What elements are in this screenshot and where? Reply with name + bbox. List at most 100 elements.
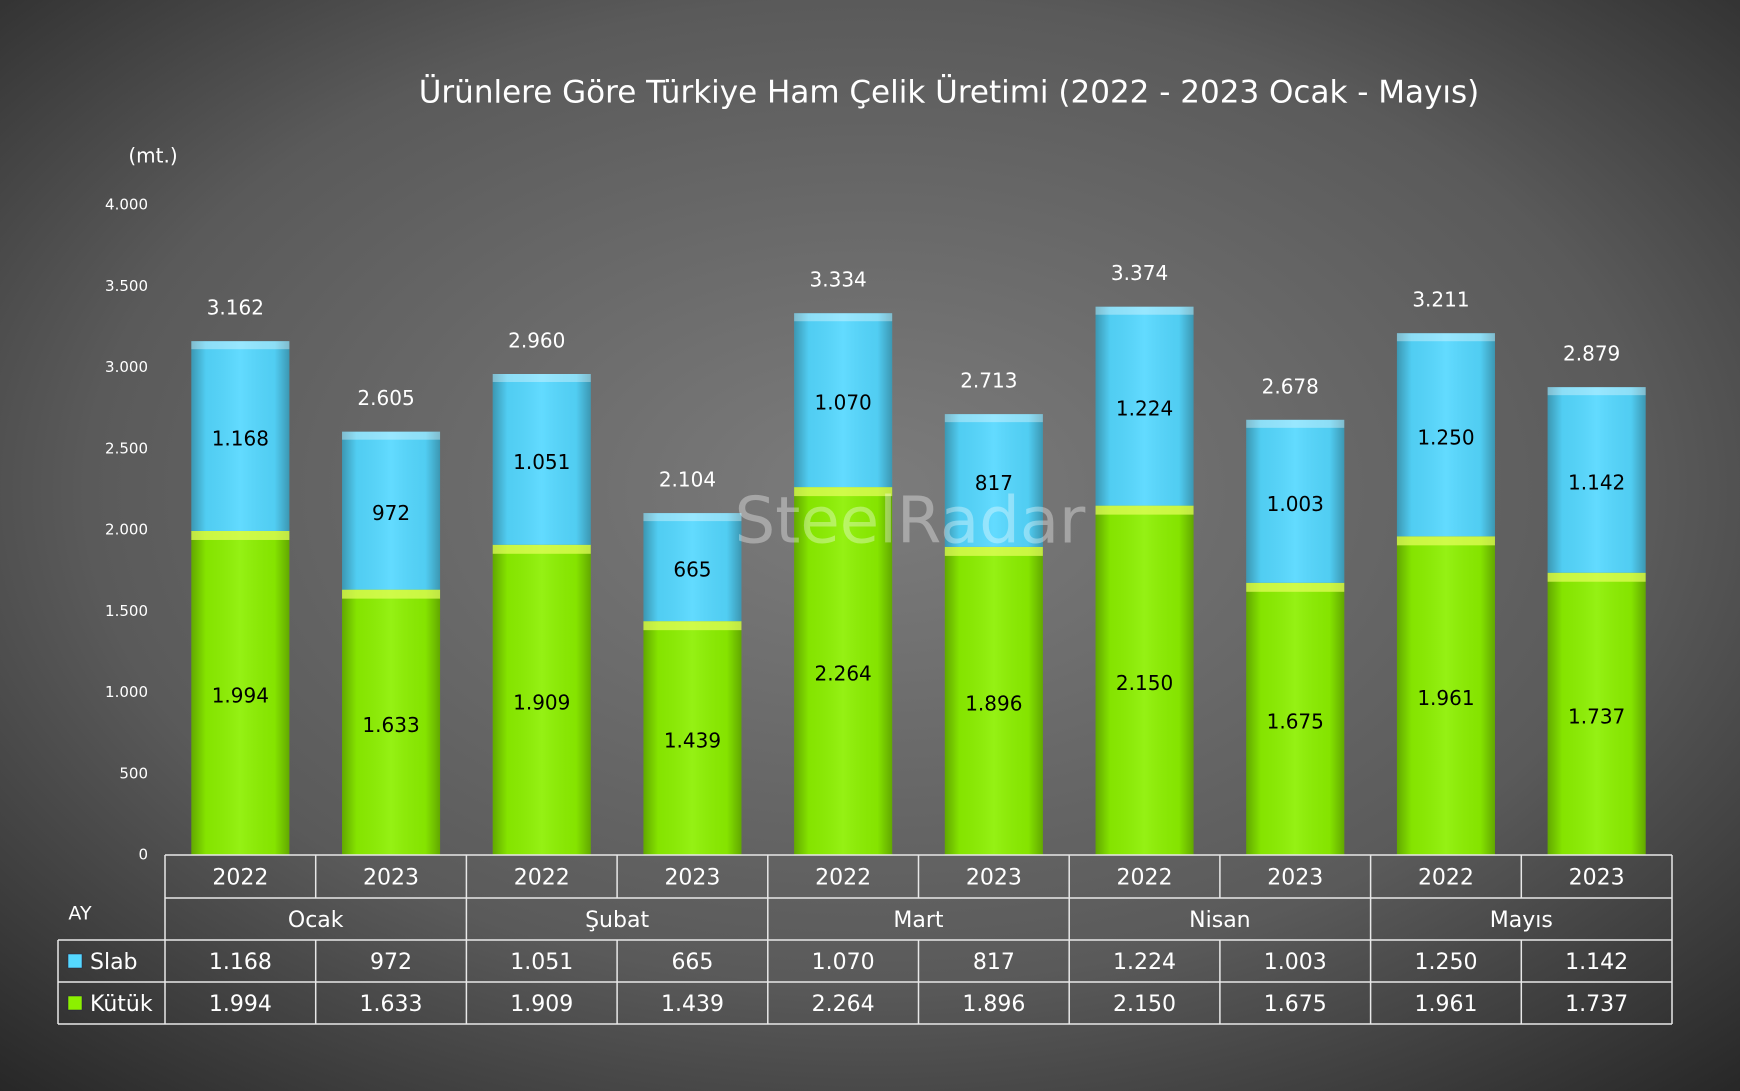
bar-bevel [794, 313, 893, 322]
group-label: Ocak [288, 908, 344, 933]
value-label: 1.250 [1417, 425, 1474, 449]
x-tick-label: 2023 [966, 866, 1022, 891]
bar-bevel [1547, 572, 1646, 582]
bar-shade [492, 544, 591, 855]
legend-swatch [67, 995, 83, 1011]
x-tick-label: 2022 [514, 866, 570, 891]
y-tick-label: 500 [119, 764, 148, 782]
table-cell: 2.150 [1113, 992, 1176, 1017]
bar-shade [191, 341, 290, 531]
value-label: 1.675 [1267, 709, 1324, 733]
bar-shade [643, 621, 742, 855]
value-label: 1.994 [212, 683, 269, 707]
table-cell: 1.224 [1113, 950, 1176, 975]
total-label: 2.960 [508, 329, 565, 353]
bar-shade [944, 546, 1043, 855]
bar-shade [1095, 306, 1194, 506]
watermark: SteelRadar [735, 485, 1086, 559]
bar-bevel [643, 621, 742, 631]
y-tick-label: 3.000 [105, 358, 148, 376]
bar-shade [342, 431, 441, 590]
table-cell: 1.142 [1565, 950, 1628, 975]
bar-bevel [1246, 582, 1345, 592]
legend-swatch [67, 953, 83, 969]
legend-label: Slab [90, 950, 138, 975]
y-tick-label: 2.500 [105, 439, 148, 457]
table-cell: 1.051 [510, 950, 573, 975]
y-tick-label: 1.500 [105, 602, 148, 620]
table-cell: 1.003 [1264, 950, 1327, 975]
value-label: 1.051 [513, 450, 570, 474]
total-label: 3.211 [1412, 288, 1469, 312]
value-label: 1.961 [1417, 686, 1474, 710]
total-label: 3.374 [1111, 261, 1168, 285]
bar-bevel [191, 530, 290, 540]
y-axis-unit: (mt.) [128, 144, 177, 168]
bar-bevel [342, 431, 441, 440]
total-label: 3.334 [810, 268, 867, 292]
bar-bevel [492, 544, 591, 554]
total-label: 3.162 [207, 296, 264, 320]
bar-shade [1396, 333, 1495, 537]
y-tick-label: 4.000 [105, 196, 148, 214]
value-label: 1.070 [815, 391, 872, 415]
bar-bevel [1095, 505, 1194, 515]
bar-shade [1547, 572, 1646, 855]
table-cell: 1.633 [360, 992, 423, 1017]
bar-shade [1396, 536, 1495, 855]
x-tick-label: 2023 [664, 866, 720, 891]
value-label: 972 [372, 501, 410, 525]
bar-bevel [1396, 333, 1495, 342]
x-tick-label: 2022 [815, 866, 871, 891]
table-cell: 665 [671, 950, 713, 975]
bar-shade [944, 414, 1043, 547]
y-tick-label: 1.000 [105, 683, 148, 701]
bar-bevel [643, 513, 742, 522]
bar-bevel [944, 546, 1043, 556]
table-cell: 972 [370, 950, 412, 975]
group-label: Şubat [585, 908, 649, 933]
bar-shade [794, 313, 893, 488]
table-cell: 1.675 [1264, 992, 1327, 1017]
total-label: 2.605 [357, 386, 414, 410]
x-tick-label: 2023 [1267, 866, 1323, 891]
bar-shade [1095, 505, 1194, 855]
value-label: 1.003 [1267, 492, 1324, 516]
y-tick-label: 3.500 [105, 277, 148, 295]
bar-shade [643, 513, 742, 622]
value-label: 1.439 [664, 729, 721, 753]
bar-bevel [794, 487, 893, 497]
value-label: 2.150 [1116, 671, 1173, 695]
bar-shade [1547, 387, 1646, 573]
x-tick-label: 2022 [1418, 866, 1474, 891]
table-cell: 1.909 [510, 992, 573, 1017]
group-label: Mayıs [1490, 908, 1553, 933]
bar-bevel [1095, 306, 1194, 315]
y-tick-label: 2.000 [105, 521, 148, 539]
table-cell: 2.264 [812, 992, 875, 1017]
bar-bevel [191, 341, 290, 350]
table-cell: 1.961 [1414, 992, 1477, 1017]
table-cell: 1.737 [1565, 992, 1628, 1017]
bar-shade [1246, 419, 1345, 583]
bar-shade [342, 589, 441, 855]
total-label: 2.713 [960, 369, 1017, 393]
plot: 0 500 1.000 1.500 2.000 2.500 3.000 3.500 4.000 1… [57, 196, 1673, 1025]
table-cell: 1.168 [209, 950, 272, 975]
value-label: 2.264 [815, 662, 872, 686]
bar-shade [794, 487, 893, 855]
table-cell: 1.439 [661, 992, 724, 1017]
legend-label: Kütük [90, 992, 153, 1017]
bar-shade [191, 530, 290, 855]
bar-shade [492, 374, 591, 545]
x-tick-label: 2022 [212, 866, 268, 891]
chart-title: Ürünlere Göre Türkiye Ham Çelik Üretimi … [419, 74, 1480, 111]
table-cell: 1.994 [209, 992, 272, 1017]
bar-bevel [1547, 387, 1646, 396]
table-cell: 1.070 [812, 950, 875, 975]
value-label: 817 [975, 471, 1013, 495]
table-cell: 1.250 [1414, 950, 1477, 975]
table-cell: 817 [973, 950, 1015, 975]
table-cell: 1.896 [962, 992, 1025, 1017]
